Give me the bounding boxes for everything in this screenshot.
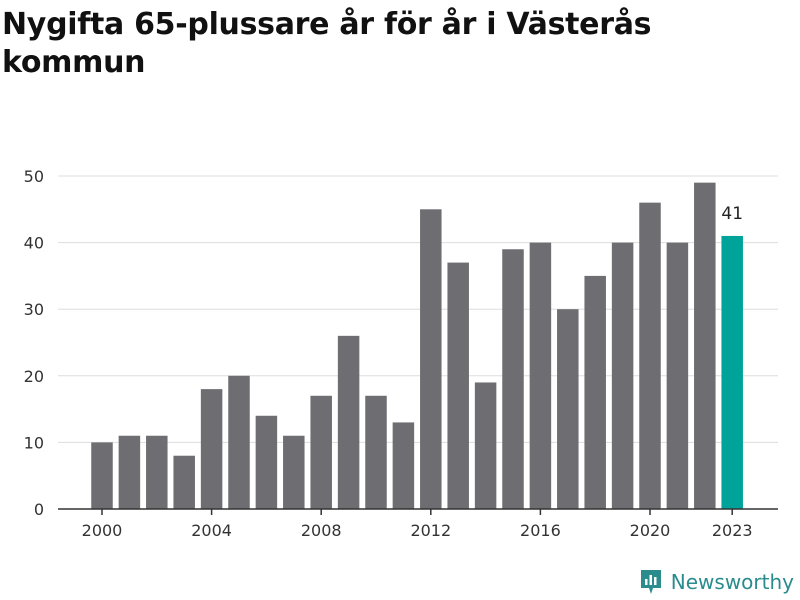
x-tick-label: 2020 — [630, 521, 671, 540]
bar-2001 — [118, 435, 141, 509]
y-tick-label: 40 — [24, 234, 44, 253]
x-tick-label: 2008 — [301, 521, 342, 540]
bar-2012 — [420, 209, 442, 510]
bar-2020 — [639, 202, 661, 509]
bar-2023 — [721, 235, 743, 509]
x-tick-label: 2012 — [410, 521, 451, 540]
y-tick-label: 20 — [24, 367, 44, 386]
bar-2010 — [365, 395, 387, 509]
x-tick-label: 2023 — [712, 521, 753, 540]
y-tick-label: 10 — [24, 433, 44, 452]
brand-name: Newsworthy — [670, 570, 794, 594]
bar-2021 — [666, 242, 689, 509]
bar-2022 — [694, 182, 716, 509]
y-tick-label: 0 — [34, 500, 44, 519]
x-tick-label: 2016 — [520, 521, 561, 540]
chart-title: Nygifta 65-plussare år för år i Västerås… — [2, 7, 652, 80]
bar-2018 — [584, 275, 606, 509]
bar-2014 — [474, 382, 497, 509]
bar-2009 — [337, 335, 360, 509]
bar-2002 — [146, 435, 168, 509]
axes: 0 10 20 30 40 50 2000 2004 2008 2012 2016 2020 2023 — [24, 167, 778, 540]
data-labels: 41 — [721, 204, 743, 224]
newsworthy-logo-icon — [640, 570, 661, 594]
bars — [91, 182, 743, 510]
bar-2011 — [392, 422, 415, 509]
bar-2007 — [283, 435, 305, 509]
y-tick-label: 30 — [24, 300, 44, 319]
y-tick-label: 50 — [24, 167, 44, 186]
bar-2017 — [557, 309, 579, 509]
x-tick-label: 2004 — [191, 521, 232, 540]
bar-2000 — [91, 442, 113, 509]
data-label-2023: 41 — [721, 204, 743, 224]
bar-2019 — [611, 242, 634, 509]
bar-2005 — [228, 375, 250, 509]
x-tick-label: 2000 — [82, 521, 123, 540]
newsworthy-brand[interactable]: Newsworthy — [639, 568, 794, 596]
bar-2016 — [529, 242, 552, 509]
bar-2015 — [502, 249, 524, 509]
bar-2008 — [310, 395, 332, 509]
bar-2013 — [447, 262, 469, 509]
bar-2006 — [255, 415, 278, 509]
bar-2003 — [173, 455, 195, 509]
bar-2004 — [200, 389, 223, 509]
